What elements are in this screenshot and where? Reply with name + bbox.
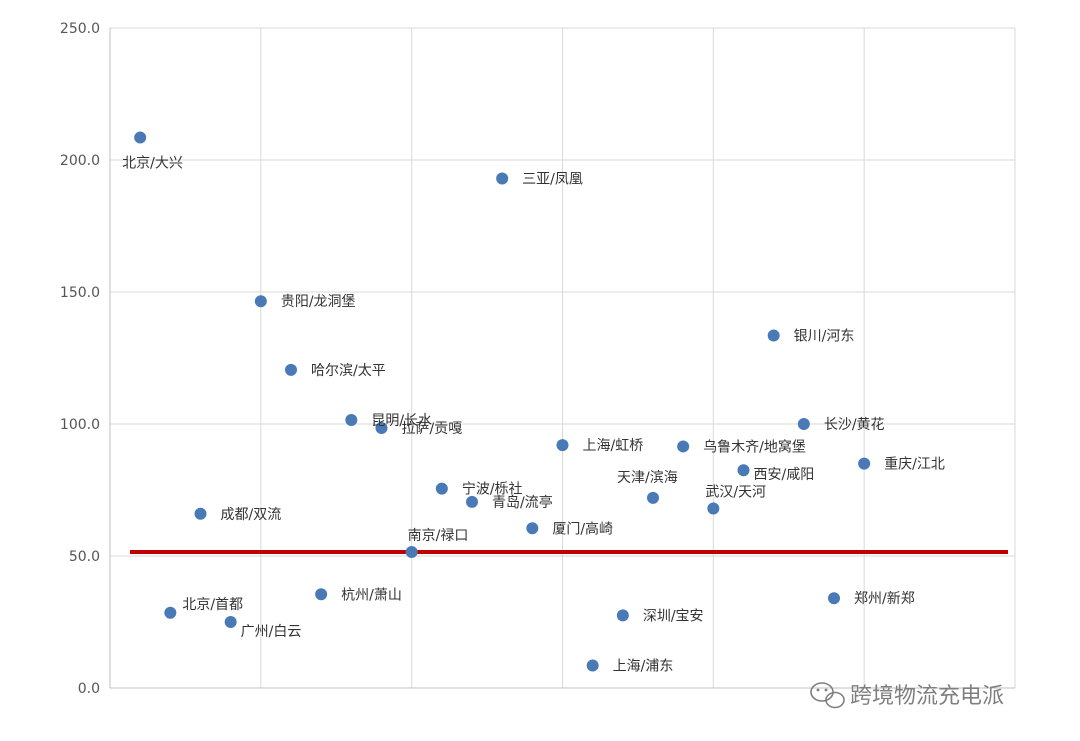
data-point	[164, 606, 177, 619]
point-label: 南京/禄口	[408, 528, 469, 544]
point-label: 银川/河东	[794, 329, 855, 345]
point-label: 深圳/宝安	[643, 608, 704, 624]
point-label: 长沙/黄花	[824, 416, 885, 433]
data-point	[647, 491, 659, 504]
point-label: 武汉/天河	[705, 484, 766, 500]
data-point	[345, 414, 358, 427]
data-point	[737, 464, 750, 477]
watermark-text: 跨境物流充电派	[850, 684, 1004, 709]
point-label: 杭州/萧山	[341, 587, 402, 603]
data-point	[315, 588, 328, 601]
point-label: 贵阳/龙洞堡	[281, 294, 356, 310]
y-tick-label: 250.0	[60, 21, 100, 37]
y-tick-label: 100.0	[60, 417, 100, 433]
data-point	[526, 522, 539, 535]
point-label: 宁波/栎社	[462, 481, 523, 498]
data-point	[616, 609, 629, 622]
point-label: 青岛/流亭	[492, 494, 553, 511]
point-label: 昆明/长水	[371, 413, 432, 429]
axes	[109, 28, 1015, 689]
data-point	[435, 482, 448, 495]
y-tick-label: 50.0	[69, 549, 100, 565]
point-label: 哈尔滨/太平	[311, 363, 386, 379]
data-point	[496, 172, 509, 185]
y-tick-labels: 0.0 50.0 100.0 150.0 200.0 250.0	[60, 21, 100, 697]
y-tick-label: 0.0	[78, 681, 100, 697]
data-point	[767, 329, 780, 342]
point-label: 拉萨/贡嘎	[402, 421, 463, 437]
point-label: 成都/双流	[221, 507, 282, 523]
point-label: 北京/首都	[182, 597, 243, 613]
data-point	[405, 546, 418, 559]
data-point	[828, 592, 840, 605]
data-point	[194, 507, 207, 520]
watermark: 跨境物流充电派	[810, 682, 1004, 709]
point-label: 郑州/新郑	[854, 591, 915, 607]
point-label: 重庆/江北	[884, 457, 945, 473]
data-point	[797, 418, 810, 430]
point-label: 北京/大兴	[122, 156, 183, 172]
data-point	[466, 495, 478, 508]
data-point	[254, 295, 267, 308]
point-label: 上海/虹桥	[583, 438, 644, 454]
point-label: 广州/白云	[241, 624, 302, 640]
data-point	[224, 616, 237, 628]
data-point	[285, 363, 297, 376]
data-point	[677, 440, 690, 453]
data-point	[586, 659, 599, 672]
y-tick-label: 200.0	[60, 153, 100, 169]
wechat-icon	[810, 682, 845, 709]
point-label: 三亚/凤凰	[522, 171, 583, 187]
point-label: 上海/浦东	[613, 659, 674, 675]
y-tick-label: 150.0	[60, 285, 100, 301]
data-point	[556, 439, 569, 452]
point-label: 天津/滨海	[617, 470, 678, 486]
data-point	[134, 131, 147, 144]
gridlines	[110, 27, 1016, 688]
point-label: 厦门/高崎	[552, 520, 613, 537]
data-points	[134, 131, 871, 672]
point-label: 西安/咸阳	[754, 467, 815, 483]
data-point	[858, 457, 871, 470]
data-point	[707, 502, 720, 515]
point-label: 乌鲁木齐/地窝堡	[703, 438, 806, 455]
data-point	[375, 421, 388, 434]
